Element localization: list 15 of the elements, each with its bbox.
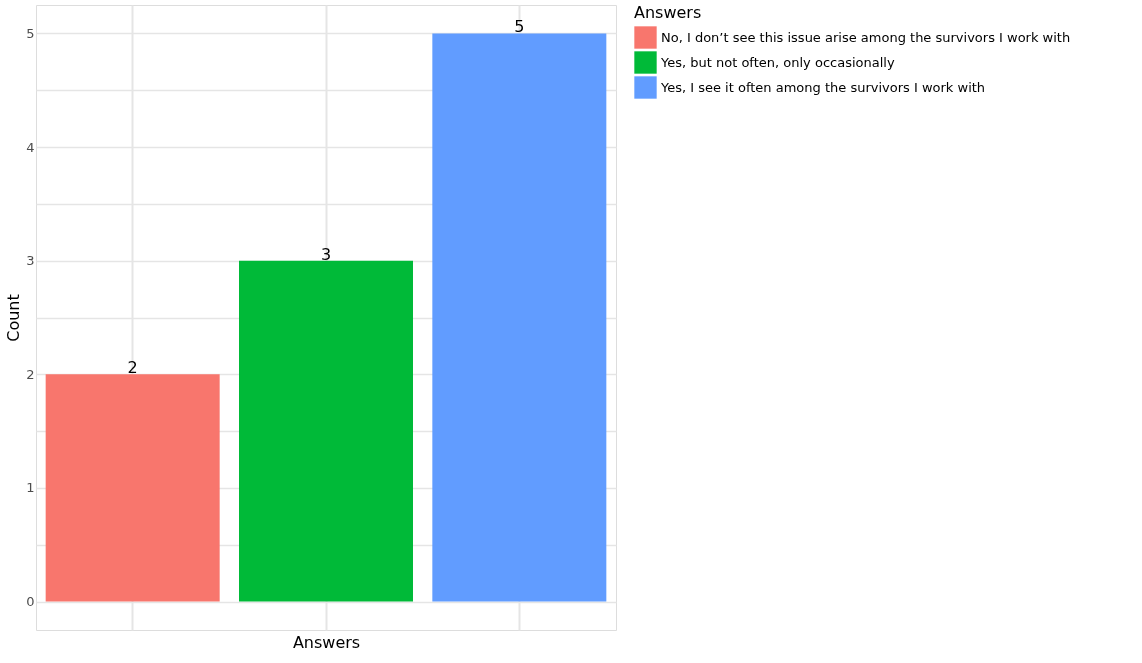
y-tick-label: 0	[26, 594, 35, 610]
x-axis-title: Answers	[292, 632, 361, 652]
y-tick-label: 2	[26, 366, 35, 382]
y-tick-label: 1	[26, 480, 35, 496]
data-label: 5	[514, 17, 525, 37]
legend-title: Answers	[634, 3, 702, 22]
y-tick-label: 3	[26, 253, 35, 269]
data-label: 3	[320, 244, 332, 264]
y-axis-title: Count	[4, 294, 24, 342]
y-tick-label: 5	[26, 25, 35, 41]
y-tick-label: 4	[26, 139, 35, 155]
legend-label: Yes, but not often, only occasionally	[660, 54, 895, 70]
data-label: 2	[127, 358, 138, 378]
legend-label: No, I don’t see this issue arise among the survivors I work with	[661, 29, 1071, 45]
legend-label: Yes, I see it often among the survivors I work with	[660, 79, 986, 95]
